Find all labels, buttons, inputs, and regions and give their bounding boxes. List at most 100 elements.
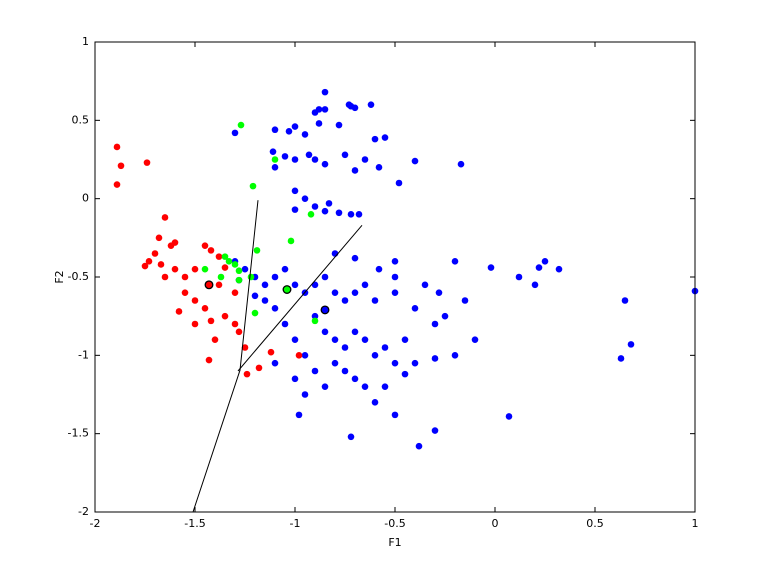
point [401,370,409,378]
point [347,433,355,441]
point [321,328,329,336]
point [141,262,149,270]
y-tick-label: -0.5 [68,270,89,283]
point [285,128,293,135]
centroid [282,285,292,294]
point [247,273,255,281]
point [143,159,151,166]
point [311,367,319,375]
point [231,320,239,328]
point [271,305,279,312]
point [341,344,349,351]
point [621,297,629,304]
point [271,359,279,367]
point [151,250,159,257]
point [341,297,349,304]
centroid [204,280,214,290]
point [381,344,389,351]
point [371,135,379,143]
point [391,258,399,265]
point [331,289,339,296]
point [271,164,279,171]
point [301,195,309,202]
point [271,273,279,281]
point [355,211,363,218]
point [391,273,399,281]
point [201,265,209,273]
point [451,352,459,359]
point [431,427,439,434]
point [291,156,299,163]
point [335,209,343,217]
point [281,320,289,328]
point [117,162,125,170]
point [191,265,199,273]
point [351,167,359,174]
point [235,328,243,336]
point [171,265,179,273]
point [181,289,189,296]
point [361,383,369,390]
point [237,121,245,129]
x-tick-label: 0.5 [586,517,604,530]
point [249,182,257,190]
point [301,352,309,359]
x-axis-label: F1 [388,536,401,549]
point [555,265,563,273]
point [471,336,479,343]
point [305,151,313,159]
point [325,200,333,207]
point [411,359,419,367]
x-tick-label: -2 [90,517,101,530]
point [311,109,319,116]
point [269,148,277,155]
point [371,352,379,359]
point [271,126,279,134]
point [381,383,389,390]
point [253,247,261,254]
point [315,120,323,127]
point [341,367,349,375]
point [515,273,523,281]
point [331,336,339,343]
point [415,442,423,450]
point [531,281,539,289]
point [221,264,229,271]
y-axis-label: F2 [53,270,66,283]
boundary-line [237,224,363,372]
y-tick-label: -2 [78,505,89,518]
point [175,308,183,315]
point [321,160,329,168]
point [361,281,369,289]
point [155,234,163,242]
point [191,297,199,304]
point [311,156,319,163]
point [287,237,295,245]
point [347,211,355,218]
point [541,258,549,265]
point [311,317,319,325]
point [161,214,169,221]
point [255,364,263,372]
point [401,336,409,343]
point [243,370,251,378]
point [307,211,315,218]
point [231,129,239,137]
point [201,305,209,312]
y-tick-label: 0 [82,192,89,205]
y-tick-label: -1 [78,348,89,361]
point [241,265,249,273]
point [351,328,359,336]
point [431,320,439,328]
point [113,143,121,151]
point [431,355,439,362]
y-tick-label: 1 [82,35,89,48]
point [321,207,329,215]
point [145,258,153,265]
point [225,258,233,265]
point [281,153,289,160]
point [441,312,449,320]
point [421,281,429,289]
point [411,157,419,165]
point [261,281,269,289]
